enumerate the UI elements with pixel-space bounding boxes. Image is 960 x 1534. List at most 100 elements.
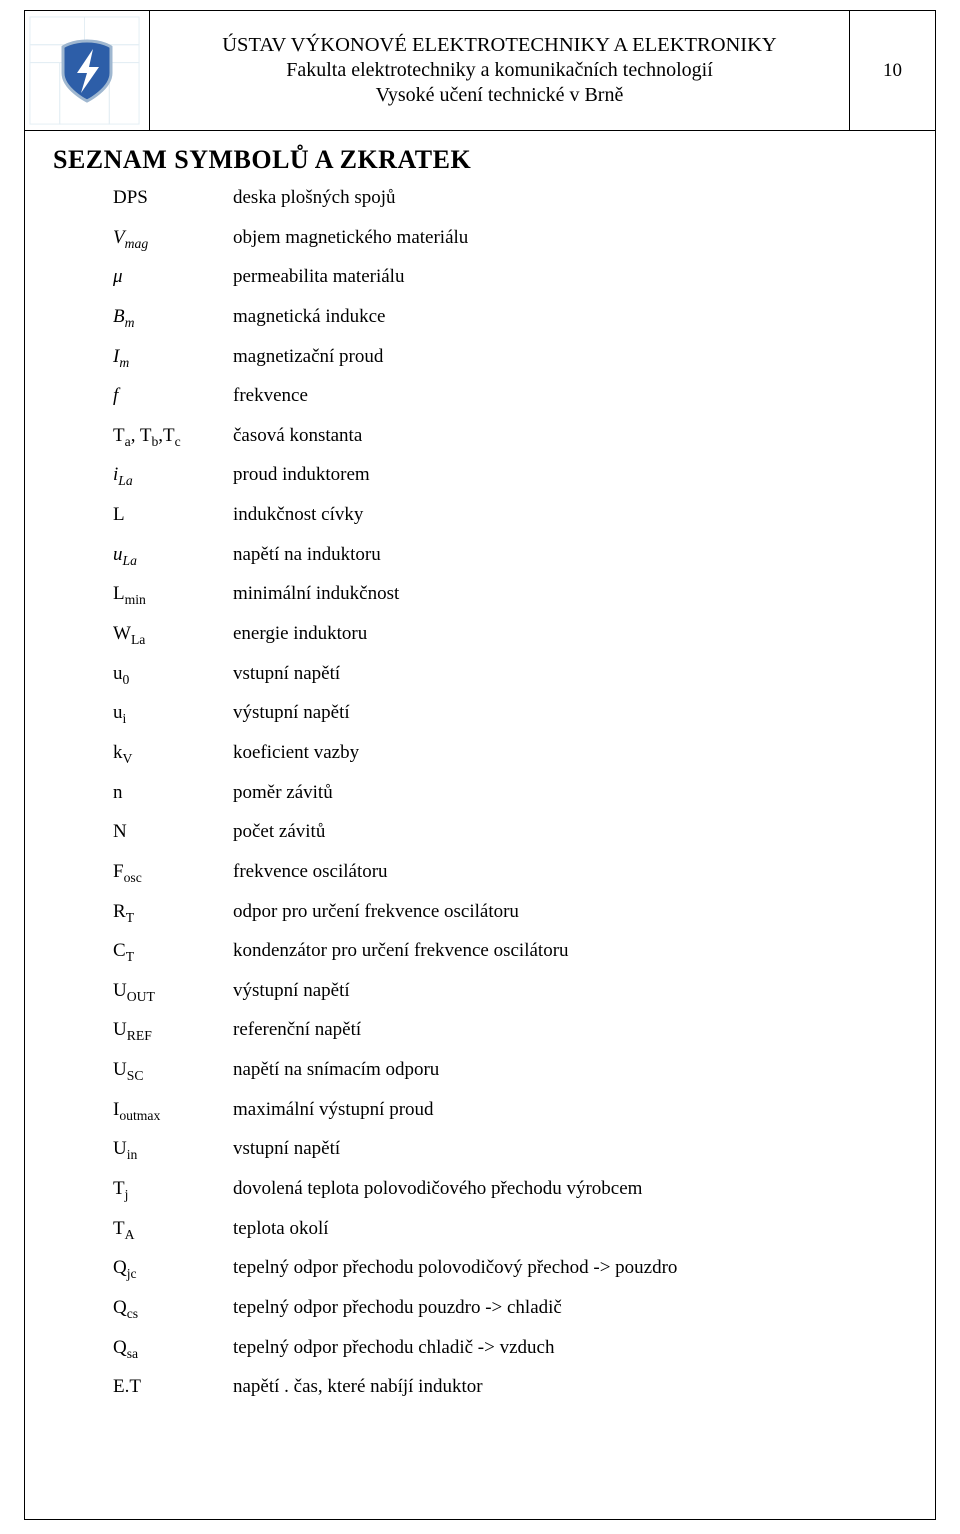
symbol-cell: Im <box>113 344 233 370</box>
symbol-row: μpermeabilita materiálu <box>113 264 907 290</box>
symbol-row: CTkondenzátor pro určení frekvence oscil… <box>113 938 907 964</box>
symbol-row: uivýstupní napětí <box>113 700 907 726</box>
symbol-cell: Qsa <box>113 1335 233 1361</box>
symbol-row: Qjctepelný odpor přechodu polovodičový p… <box>113 1255 907 1281</box>
description-cell: počet závitů <box>233 819 907 845</box>
symbol-row: Lminminimální indukčnost <box>113 581 907 607</box>
description-cell: napětí na induktoru <box>233 542 907 568</box>
description-cell: poměr závitů <box>233 780 907 806</box>
description-cell: frekvence oscilátoru <box>233 859 907 885</box>
symbol-cell: Qjc <box>113 1255 233 1281</box>
description-cell: odpor pro určení frekvence oscilátoru <box>233 899 907 925</box>
symbol-cell: UOUT <box>113 978 233 1004</box>
symbol-row: Lindukčnost cívky <box>113 502 907 528</box>
symbol-cell: USC <box>113 1057 233 1083</box>
symbol-cell: f <box>113 383 233 409</box>
symbol-row: Npočet závitů <box>113 819 907 845</box>
description-cell: permeabilita materiálu <box>233 264 907 290</box>
page-frame: ÚSTAV VÝKONOVÉ ELEKTROTECHNIKY A ELEKTRO… <box>24 10 936 1520</box>
symbol-cell: u0 <box>113 661 233 687</box>
description-cell: výstupní napětí <box>233 700 907 726</box>
description-cell: referenční napětí <box>233 1017 907 1043</box>
description-cell: energie induktoru <box>233 621 907 647</box>
symbol-row: Foscfrekvence oscilátoru <box>113 859 907 885</box>
symbol-row: Ta, Tb,Tcčasová konstanta <box>113 423 907 449</box>
description-cell: kondenzátor pro určení frekvence oscilát… <box>233 938 907 964</box>
symbol-row: Uinvstupní napětí <box>113 1136 907 1162</box>
symbol-cell: TA <box>113 1216 233 1242</box>
description-cell: koeficient vazby <box>233 740 907 766</box>
description-cell: magnetizační proud <box>233 344 907 370</box>
description-cell: výstupní napětí <box>233 978 907 1004</box>
symbol-row: uLanapětí na induktoru <box>113 542 907 568</box>
description-cell: indukčnost cívky <box>233 502 907 528</box>
description-cell: tepelný odpor přechodu polovodičový přec… <box>233 1255 907 1281</box>
symbol-cell: UREF <box>113 1017 233 1043</box>
symbol-row: Tjdovolená teplota polovodičového přecho… <box>113 1176 907 1202</box>
symbol-cell: Lmin <box>113 581 233 607</box>
symbol-cell: N <box>113 819 233 845</box>
description-cell: časová konstanta <box>233 423 907 449</box>
description-cell: minimální indukčnost <box>233 581 907 607</box>
symbol-row: kVkoeficient vazby <box>113 740 907 766</box>
symbol-row: E.Tnapětí . čas, které nabíjí induktor <box>113 1374 907 1400</box>
description-cell: dovolená teplota polovodičového přechodu… <box>233 1176 907 1202</box>
symbol-cell: iLa <box>113 462 233 488</box>
symbol-row: Qcstepelný odpor přechodu pouzdro -> chl… <box>113 1295 907 1321</box>
page-content: SEZNAM SYMBOLŮ A ZKRATEK DPSdeska plošný… <box>25 131 935 1434</box>
symbol-cell: WLa <box>113 621 233 647</box>
symbol-cell: Bm <box>113 304 233 330</box>
symbol-row: UOUTvýstupní napětí <box>113 978 907 1004</box>
symbol-row: Vmagobjem magnetického materiálu <box>113 225 907 251</box>
symbol-cell: Uin <box>113 1136 233 1162</box>
symbol-cell: uLa <box>113 542 233 568</box>
symbol-cell: RT <box>113 899 233 925</box>
symbol-cell: ui <box>113 700 233 726</box>
symbol-row: RTodpor pro určení frekvence oscilátoru <box>113 899 907 925</box>
page-number: 10 <box>850 11 935 130</box>
symbol-cell: Ta, Tb,Tc <box>113 423 233 449</box>
description-cell: tepelný odpor přechodu chladič -> vzduch <box>233 1335 907 1361</box>
description-cell: napětí na snímacím odporu <box>233 1057 907 1083</box>
description-cell: magnetická indukce <box>233 304 907 330</box>
header-line-3: Vysoké učení technické v Brně <box>376 84 624 107</box>
symbol-row: npoměr závitů <box>113 780 907 806</box>
description-cell: proud induktorem <box>233 462 907 488</box>
symbol-row: ffrekvence <box>113 383 907 409</box>
symbol-cell: L <box>113 502 233 528</box>
symbol-row: UREFreferenční napětí <box>113 1017 907 1043</box>
description-cell: tepelný odpor přechodu pouzdro -> chladi… <box>233 1295 907 1321</box>
header-line-2: Fakulta elektrotechniky a komunikačních … <box>286 59 713 82</box>
symbol-row: iLaproud induktorem <box>113 462 907 488</box>
symbol-row: Immagnetizační proud <box>113 344 907 370</box>
symbol-list: DPSdeska plošných spojůVmagobjem magneti… <box>53 185 907 1400</box>
symbol-cell: μ <box>113 264 233 290</box>
symbol-row: u0vstupní napětí <box>113 661 907 687</box>
description-cell: vstupní napětí <box>233 1136 907 1162</box>
description-cell: teplota okolí <box>233 1216 907 1242</box>
symbol-cell: DPS <box>113 185 233 211</box>
symbol-cell: Vmag <box>113 225 233 251</box>
description-cell: frekvence <box>233 383 907 409</box>
page-header: ÚSTAV VÝKONOVÉ ELEKTROTECHNIKY A ELEKTRO… <box>25 11 935 131</box>
header-title-cell: ÚSTAV VÝKONOVÉ ELEKTROTECHNIKY A ELEKTRO… <box>150 11 850 130</box>
description-cell: maximální výstupní proud <box>233 1097 907 1123</box>
description-cell: napětí . čas, které nabíjí induktor <box>233 1374 907 1400</box>
description-cell: objem magnetického materiálu <box>233 225 907 251</box>
symbol-row: DPSdeska plošných spojů <box>113 185 907 211</box>
symbol-cell: n <box>113 780 233 806</box>
symbol-cell: Ioutmax <box>113 1097 233 1123</box>
description-cell: deska plošných spojů <box>233 185 907 211</box>
symbol-cell: CT <box>113 938 233 964</box>
symbol-cell: kV <box>113 740 233 766</box>
header-line-1: ÚSTAV VÝKONOVÉ ELEKTROTECHNIKY A ELEKTRO… <box>222 34 777 57</box>
symbol-row: Ioutmaxmaximální výstupní proud <box>113 1097 907 1123</box>
symbol-row: USCnapětí na snímacím odporu <box>113 1057 907 1083</box>
symbol-cell: Fosc <box>113 859 233 885</box>
symbol-cell: E.T <box>113 1374 233 1400</box>
symbol-row: Bmmagnetická indukce <box>113 304 907 330</box>
description-cell: vstupní napětí <box>233 661 907 687</box>
header-logo-cell <box>25 11 150 130</box>
symbol-row: WLaenergie induktoru <box>113 621 907 647</box>
section-title: SEZNAM SYMBOLŮ A ZKRATEK <box>53 145 907 175</box>
